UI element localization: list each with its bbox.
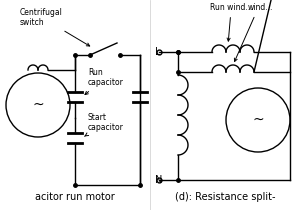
Text: Start
capacitor: Start capacitor	[85, 113, 124, 136]
Text: acitor run motor: acitor run motor	[35, 192, 115, 202]
Text: L: L	[155, 47, 160, 57]
Text: (d): Resistance split-: (d): Resistance split-	[175, 192, 275, 202]
Text: Centrifugal
switch: Centrifugal switch	[20, 8, 90, 46]
Text: ~: ~	[32, 98, 44, 112]
Text: Run wind...: Run wind...	[210, 3, 253, 41]
Text: ~: ~	[252, 113, 264, 127]
Text: Run
capacitor: Run capacitor	[85, 68, 124, 94]
Text: Start
wind...: Start wind...	[234, 0, 273, 62]
Text: N: N	[155, 175, 162, 185]
